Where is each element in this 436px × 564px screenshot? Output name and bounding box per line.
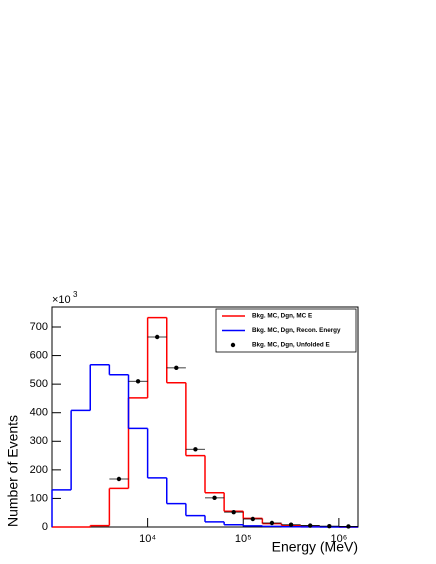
y-multiplier: ×10 (52, 294, 71, 306)
x-tick-label: 10⁴ (139, 533, 156, 545)
y-axis-label: Number of Events (5, 415, 21, 527)
legend-label: Bkg. MC, Dgn, Unfolded E (252, 342, 330, 349)
data-point (193, 447, 198, 452)
x-tick-label: 10⁵ (235, 533, 252, 545)
data-point (174, 365, 179, 371)
data-point (116, 476, 122, 482)
y-tick-label: 400 (30, 407, 48, 419)
data-point (288, 522, 294, 527)
y-tick-label: 200 (30, 464, 48, 476)
y-tick-label: 600 (30, 349, 48, 361)
data-point (154, 334, 160, 340)
y-tick-label: 0 (42, 521, 48, 533)
data-point (307, 523, 313, 528)
y-tick-label: 100 (30, 492, 48, 504)
data-point (135, 379, 141, 384)
legend-label: Bkg. MC, Dgn, MC E (252, 313, 312, 320)
x-tick-label: 10⁶ (330, 533, 347, 545)
data-point (269, 520, 275, 526)
y-tick-label: 300 (30, 435, 48, 447)
y-tick-label: 500 (30, 378, 48, 390)
data-point (212, 495, 217, 501)
x-axis-label: Energy (MeV) (272, 539, 358, 555)
data-point (231, 509, 236, 515)
plot-frame (51, 306, 359, 528)
y-tick-label: 700 (30, 321, 48, 333)
data-point (346, 524, 351, 529)
legend-label: Bkg. MC, Dgn, Recon. Energy (252, 327, 341, 334)
y-multiplier-exponent: 3 (73, 290, 78, 299)
data-point (250, 516, 256, 522)
data-point (327, 523, 332, 529)
legend-symbol (230, 342, 236, 348)
